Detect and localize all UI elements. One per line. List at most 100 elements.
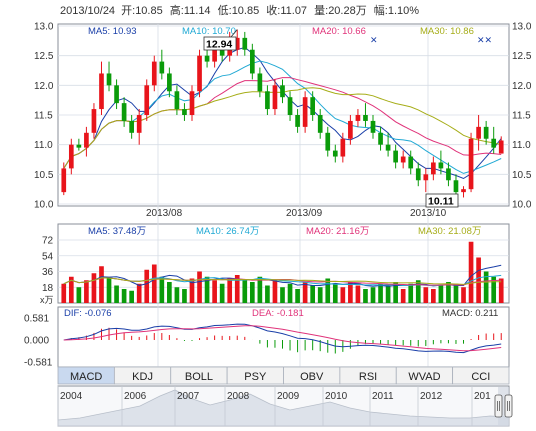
candle-body (114, 85, 119, 104)
year-label: 2009 (277, 391, 300, 402)
tab-cci[interactable]: CCI (452, 366, 510, 385)
year-label: 2004 (60, 391, 83, 402)
volume-bar (491, 276, 497, 303)
macd-dea-label: DEA: -0.181 (252, 308, 304, 319)
volume-bar (295, 289, 300, 303)
macd-panel (57, 306, 510, 368)
volume-bar (249, 282, 255, 303)
candle-body (468, 138, 474, 190)
candle-body (227, 49, 233, 56)
volume-bar (325, 278, 331, 303)
volume-bar (348, 282, 353, 303)
candle-body (438, 162, 444, 169)
volume-bar (340, 287, 346, 303)
price-y-tick-label: 11.0 (34, 140, 53, 151)
max-price-box (203, 36, 237, 51)
volume-bar (136, 283, 142, 303)
volume-y-tick-label: 18 (42, 283, 54, 294)
candle-body (182, 109, 187, 115)
macd-value-label: MACD: 0.211 (442, 308, 498, 319)
volume-bar (385, 285, 391, 303)
candle-body (446, 168, 451, 181)
volume-bar (332, 283, 338, 303)
tab-rsi[interactable]: RSI (339, 366, 397, 385)
volume-bar (151, 264, 157, 303)
tab-macd[interactable]: MACD (57, 366, 115, 385)
volume-y-tick-label: 72 (42, 236, 54, 247)
close-icon[interactable]: ✕ (370, 35, 378, 45)
candle-body (461, 189, 466, 193)
timeline-left-handle[interactable] (494, 394, 503, 418)
price-y-tick-label: 13.0 (512, 22, 532, 33)
volume-bar (453, 283, 459, 303)
volume-bar (265, 285, 270, 303)
volume-bar (159, 276, 165, 303)
volume-bar (242, 280, 248, 303)
year-label: 201 (474, 391, 491, 402)
candle-body (385, 144, 391, 151)
header-high: 11.14 (184, 5, 211, 17)
tab-obv[interactable]: OBV (283, 366, 341, 385)
price-y-axis-right: 13.0 12.5 12.0 11.5 11.0 10.5 10.0 (512, 22, 532, 211)
tab-label: CCI (471, 371, 490, 383)
price-y-tick-label: 11.5 (34, 111, 53, 122)
candle-body (144, 85, 150, 115)
candle-body (400, 156, 406, 163)
candle-body (61, 168, 67, 193)
macd-y-axis: 0.581 0.000 -0.581 (24, 314, 53, 369)
x-tick-label: 2013/09 (286, 208, 323, 219)
volume-bar (106, 278, 112, 303)
tab-label: BOLL (185, 371, 213, 383)
price-y-tick-label: 12.0 (34, 81, 54, 92)
expand-icon[interactable]: ✕✕ (477, 35, 492, 45)
indicator-tabs: MACD KDJ BOLL PSY OBV RSI WVAD CCI (57, 366, 510, 385)
header-low-label: 低: (218, 4, 232, 17)
volume-bars (61, 241, 504, 303)
x-tick-label: 2013/10 (410, 208, 447, 219)
volume-bar (408, 283, 414, 303)
volume-bar (91, 273, 97, 303)
volume-bar (302, 282, 308, 303)
volume-bar (423, 287, 429, 303)
volume-bar (498, 278, 504, 303)
header-change-label: 幅: (374, 4, 388, 17)
candle-body (340, 138, 346, 157)
candle-body (99, 73, 104, 110)
candle-body (476, 126, 481, 139)
tab-psy[interactable]: PSY (226, 366, 284, 385)
header-open: 10.85 (135, 5, 163, 17)
candle-body (272, 85, 278, 110)
macd-y-tick-label: 0.581 (24, 314, 49, 325)
timeline-selection[interactable] (498, 387, 509, 425)
volume-bar (370, 287, 376, 303)
tab-wvad[interactable]: WVAD (395, 366, 454, 385)
volume-bar (310, 285, 316, 303)
volume-bar (167, 282, 172, 303)
tab-kdj[interactable]: KDJ (113, 366, 172, 385)
vol-ma30-label: MA30: 21.08万 (418, 226, 481, 237)
price-y-tick-label: 11.0 (512, 140, 531, 151)
volume-bar (99, 266, 104, 303)
tab-label: OBV (300, 371, 324, 383)
candle-body (408, 156, 414, 169)
header-open-label: 开: (121, 5, 135, 17)
volume-y-axis: 72 54 36 18 (42, 236, 54, 294)
volume-bar (212, 280, 217, 303)
year-label: 2007 (177, 391, 200, 402)
candle-body (280, 85, 285, 98)
candle-body (317, 115, 323, 133)
timeline-right-handle[interactable] (504, 394, 513, 418)
header-change: 1.10% (388, 5, 419, 17)
candle-body (370, 120, 376, 133)
tab-boll[interactable]: BOLL (170, 366, 228, 385)
tab-background (452, 366, 510, 385)
volume-bar (68, 276, 74, 303)
candle-body (129, 120, 134, 133)
volume-bar (378, 283, 383, 303)
dif-line (63, 323, 502, 354)
tab-label: PSY (244, 371, 267, 383)
header-high-label: 高: (170, 3, 184, 17)
candle-body (234, 37, 240, 50)
